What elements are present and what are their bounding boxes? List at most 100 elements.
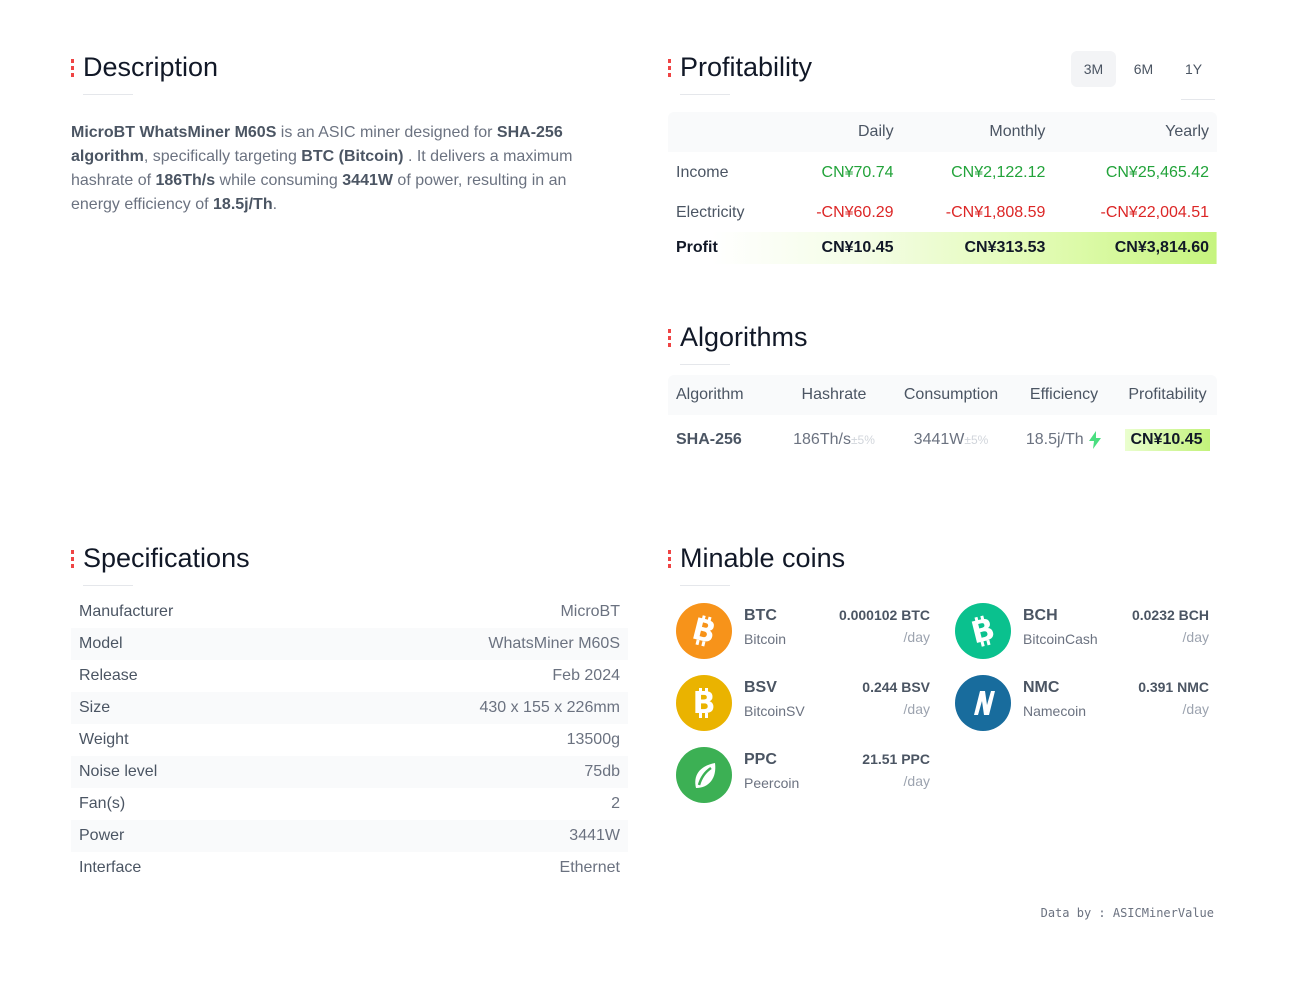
algorithms-heading: Algorithms: [668, 322, 808, 365]
spec-label: Power: [79, 827, 125, 844]
description-fragment: while consuming: [215, 172, 343, 189]
coin-period: /day: [1182, 701, 1209, 717]
coin-item-bch[interactable]: B BCH BitcoinCash 0.0232 BCH/day: [947, 603, 1209, 663]
description-fragment: , specifically targeting: [143, 148, 302, 165]
electricity-yearly: -CN¥22,004.51: [1100, 204, 1209, 221]
income-monthly: CN¥2,122.12: [951, 164, 1046, 181]
header-consumption: Consumption: [892, 375, 1010, 415]
bitcoin-sv-logo-icon: B: [676, 675, 732, 731]
profitability-cell: CN¥10.45: [1118, 415, 1217, 465]
coin-name: BitcoinCash: [1023, 631, 1098, 647]
coin-symbol: PPC: [744, 751, 777, 768]
namecoin-logo-icon: [955, 675, 1011, 731]
coin-period: /day: [1182, 629, 1209, 645]
algorithms-table: Algorithm Hashrate Consumption Efficienc…: [668, 375, 1217, 465]
profitability-value: CN¥10.45: [1125, 429, 1210, 451]
bitcoin-cash-logo-icon: B: [955, 603, 1011, 659]
spec-row: Noise level 75db: [71, 756, 628, 788]
algorithms-title: Algorithms: [680, 322, 808, 352]
spec-value: Ethernet: [559, 859, 620, 876]
consumption-tolerance: ±5%: [964, 433, 989, 447]
coin-daily-amount: 0.000102 BTC: [838, 607, 930, 623]
coin-item-ppc[interactable]: PPC Peercoin 21.51 PPC/day: [668, 747, 930, 807]
electricity-row: Electricity -CN¥60.29 -CN¥1,808.59 -CN¥2…: [668, 194, 1217, 232]
period-button-3m[interactable]: 3M: [1071, 51, 1116, 87]
consumption-cell: 3441W±5%: [892, 415, 1010, 465]
period-button-1y[interactable]: 1Y: [1184, 61, 1203, 77]
spec-label: Weight: [79, 731, 129, 748]
income-row: Income CN¥70.74 CN¥2,122.12 CN¥25,465.42: [668, 152, 1217, 194]
spec-value: 75db: [584, 763, 620, 780]
profit-monthly: CN¥313.53: [964, 239, 1046, 256]
spec-value: MicroBT: [560, 603, 620, 620]
profitability-title: Profitability: [680, 52, 813, 82]
profit-daily: CN¥10.45: [821, 239, 894, 256]
coin-symbol: BCH: [1023, 607, 1058, 624]
description-highlight: 18.5j/Th: [213, 196, 273, 213]
description-fragment: .: [272, 196, 278, 213]
consumption-value: 3441W: [913, 431, 965, 448]
coin-daily-amount: 0.391 NMC: [1138, 679, 1209, 695]
hashrate-value: 186Th/s: [793, 431, 851, 448]
algorithm-row[interactable]: SHA-256 186Th/s±5% 3441W±5% 18.5j/Th CN¥…: [668, 415, 1217, 465]
spec-value: Feb 2024: [552, 667, 620, 684]
algorithm-name: SHA-256: [676, 431, 742, 448]
coin-daily-amount: 21.51 PPC: [862, 751, 930, 767]
header-algorithm: Algorithm: [668, 375, 776, 415]
header-profitability: Profitability: [1118, 375, 1217, 415]
coin-period: /day: [903, 629, 930, 645]
profitability-table: Daily Monthly Yearly Income CN¥70.74 CN¥…: [668, 112, 1217, 264]
header-monthly: Monthly: [901, 112, 1054, 152]
spec-row: Size 430 x 155 x 226mm: [71, 692, 628, 724]
hashrate-cell: 186Th/s±5%: [776, 415, 892, 465]
minable-coins-title: Minable coins: [680, 543, 846, 573]
algorithms-header-row: Algorithm Hashrate Consumption Efficienc…: [668, 375, 1217, 415]
coin-item-btc[interactable]: B BTC Bitcoin 0.000102 BTC/day: [668, 603, 930, 663]
coin-name: Bitcoin: [744, 631, 787, 647]
spec-row: Interface Ethernet: [71, 852, 628, 884]
description-text: MicroBT WhatsMiner M60S is an ASIC miner…: [71, 121, 611, 217]
coin-daily-amount: 0.0232 BCH: [1131, 607, 1209, 623]
efficiency-value: 18.5j/Th: [1025, 431, 1084, 449]
spec-label: Size: [79, 699, 111, 716]
description-fragment: of power, resulting in an energy efficie…: [71, 172, 567, 213]
data-source-credit: Data by : ASICMinerValue: [1040, 906, 1214, 920]
row-label: Electricity: [676, 204, 745, 221]
spec-row: Release Feb 2024: [71, 660, 628, 692]
coin-item-nmc[interactable]: NMC Namecoin 0.391 NMC/day: [947, 675, 1209, 735]
coin-item-bsv[interactable]: B BSV BitcoinSV 0.244 BSV/day: [668, 675, 930, 735]
period-button-6m[interactable]: 6M: [1133, 61, 1154, 77]
description-fragment: is an ASIC miner designed for: [276, 124, 497, 141]
section-marker-icon: [71, 549, 74, 568]
income-yearly: CN¥25,465.42: [1105, 164, 1209, 181]
specifications-heading: Specifications: [71, 543, 250, 586]
peercoin-logo-icon: [676, 747, 732, 803]
description-highlight: 186Th/s: [155, 172, 216, 189]
header-yearly: Yearly: [1053, 112, 1217, 152]
description-highlight: BTC (Bitcoin): [301, 148, 404, 165]
efficiency-cell: 18.5j/Th: [1010, 415, 1118, 465]
spec-label: Model: [79, 635, 123, 652]
spec-label: Release: [79, 667, 138, 684]
description-highlight: SHA-256 algorithm: [71, 124, 563, 165]
row-label: Profit: [676, 239, 718, 256]
coin-symbol: BTC: [744, 607, 777, 624]
coin-name: Namecoin: [1023, 703, 1087, 719]
header-empty: [668, 112, 779, 152]
income-daily: CN¥70.74: [821, 164, 894, 181]
period-selector: 3M 6M 1Y: [1071, 51, 1216, 87]
specifications-table: Manufacturer MicroBT Model WhatsMiner M60S R…: [71, 596, 628, 884]
spec-label: Noise level: [79, 763, 158, 780]
description-fragment: . It delivers a maximum hashrate of: [71, 148, 573, 189]
bitcoin-logo-icon: B: [676, 603, 732, 659]
specifications-title: Specifications: [83, 543, 250, 573]
profitability-heading: Profitability: [668, 52, 813, 95]
hashrate-tolerance: ±5%: [850, 433, 875, 447]
profit-yearly: CN¥3,814.60: [1114, 239, 1209, 256]
row-label: Income: [676, 164, 729, 181]
header-hashrate: Hashrate: [776, 375, 892, 415]
spec-row: Weight 13500g: [71, 724, 628, 756]
section-marker-icon: [668, 58, 671, 77]
coin-period: /day: [903, 701, 930, 717]
coin-name: Peercoin: [744, 775, 800, 791]
